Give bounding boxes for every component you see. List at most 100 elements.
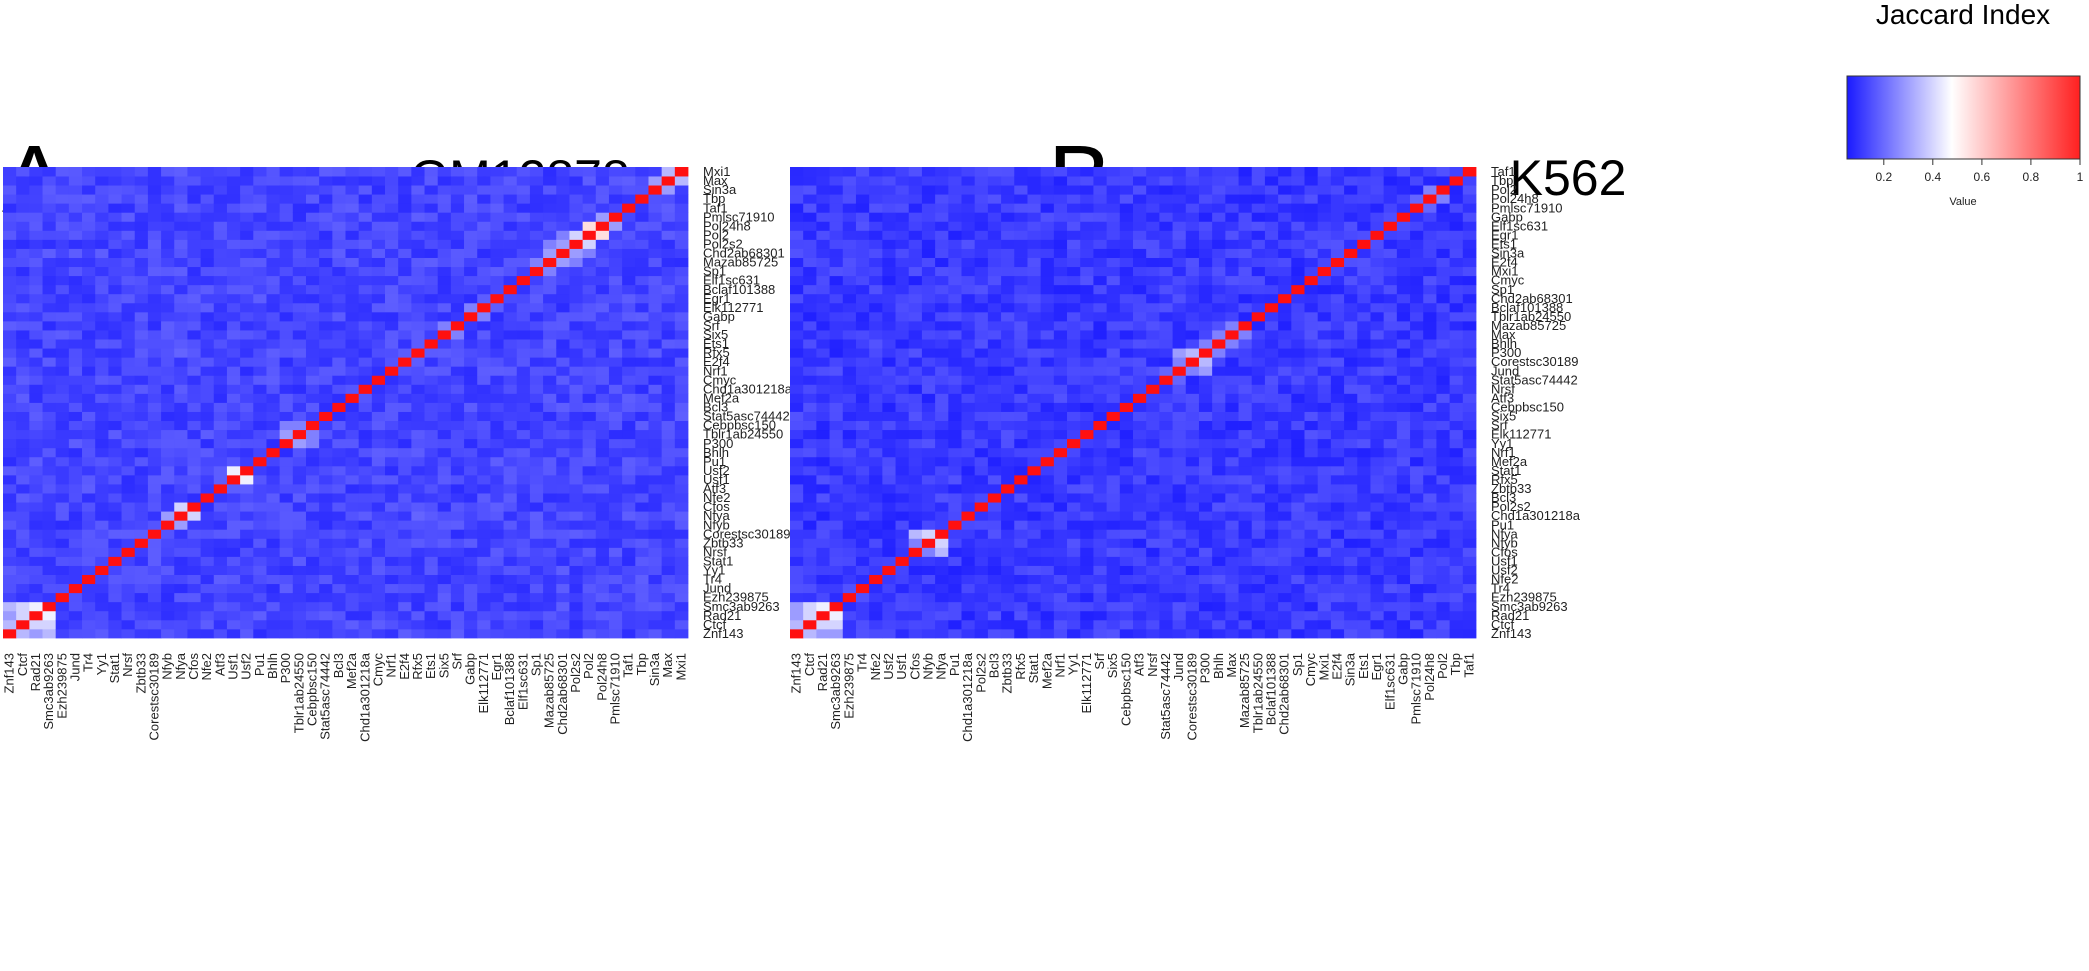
heatmap-cell [437,628,452,639]
heatmap-cell [121,375,136,385]
heatmap-cell [319,538,333,548]
heatmap-cell [477,212,491,222]
heatmap-cell [569,574,584,585]
heatmap-cell [29,221,43,231]
column-label: Taf1 [621,653,636,678]
heatmap-cell [266,293,281,304]
heatmap-cell [292,203,307,213]
heatmap-cell [674,474,689,485]
heatmap-cell [882,438,896,449]
heatmap-cell [161,330,175,340]
heatmap-cell [371,556,386,566]
heatmap-cell [371,221,386,231]
heatmap-cell [948,266,962,277]
heatmap-cell [1291,275,1305,286]
heatmap-cell [187,266,201,277]
heatmap-cell [213,429,228,440]
heatmap-cell [3,357,17,367]
heatmap-cell [1080,484,1094,494]
heatmap-cell [1067,565,1081,575]
heatmap-cell [1040,212,1055,222]
heatmap-cell [608,293,623,304]
heatmap-cell [226,221,241,231]
heatmap-cell [1080,221,1094,231]
heatmap-cell [987,583,1002,594]
heatmap-cell [543,266,557,277]
heatmap-cell [961,221,976,231]
heatmap-cell [1080,239,1094,249]
heatmap-cell [411,610,425,621]
row-label: Elk112771 [703,300,763,315]
heatmap-cell [1159,411,1173,422]
heatmap-cell [556,194,570,204]
heatmap-cell [42,203,57,213]
heatmap-cell [371,311,386,322]
heatmap-cell [490,484,504,494]
heatmap-cell [398,402,412,412]
heatmap-cell [3,275,17,286]
heatmap-cell [1238,493,1253,503]
heatmap-cell [1067,330,1081,340]
heatmap-cell [974,330,989,340]
heatmap-cell [974,447,989,458]
heatmap-cell [450,502,465,512]
heatmap-cell [1067,221,1081,231]
heatmap-cell [411,302,425,313]
heatmap-cell [1067,194,1081,204]
heatmap-cell [948,484,962,494]
heatmap-cell [948,511,962,521]
heatmap-cell [253,484,267,494]
heatmap-cell [371,357,386,367]
heatmap-cell [935,610,949,621]
heatmap-cell [305,393,320,403]
heatmap-cell [556,565,570,575]
heatmap-cell [490,601,504,612]
heatmap-cell [895,366,910,376]
heatmap-cell [213,194,228,204]
heatmap-cell [1185,212,1200,222]
heatmap-cell [371,239,386,249]
heatmap-cell [3,293,17,304]
heatmap-cell [1225,239,1239,249]
heatmap-cell [895,411,910,422]
heatmap-cell [1067,502,1081,512]
heatmap-cell [16,366,30,376]
heatmap-cell [1053,429,1068,440]
heatmap-cell [411,257,425,268]
heatmap-cell [1093,456,1108,467]
heatmap-cell [121,248,136,258]
heatmap-cell [1238,583,1253,594]
heatmap-cell [1067,547,1081,557]
heatmap-cell [622,348,636,358]
heatmap-cell [55,610,70,621]
heatmap-cell [292,239,307,249]
heatmap-cell [121,574,136,585]
heatmap-cell [174,484,188,494]
heatmap-cell [424,357,439,367]
heatmap-cell [1014,366,1028,376]
heatmap-cell [816,547,830,557]
heatmap-cell [1212,167,1226,177]
heatmap-cell [921,493,936,503]
heatmap-cell [1185,474,1200,485]
heatmap-cell [253,601,267,612]
heatmap-cell [1001,167,1015,177]
heatmap-cell [29,393,43,403]
heatmap-cell [948,493,962,503]
heatmap-cell [1264,465,1279,476]
heatmap-cell [974,248,989,258]
heatmap-cell [622,239,636,249]
heatmap-cell [595,311,610,322]
heatmap-cell [1304,375,1319,385]
heatmap-cell [358,357,373,367]
heatmap-cell [622,339,636,349]
heatmap-cell [279,339,294,349]
heatmap-cell [674,330,689,340]
heatmap-cell [1172,167,1187,177]
heatmap-cell [1014,493,1028,503]
heatmap-cell [1133,275,1147,286]
heatmap-cell [987,393,1002,403]
heatmap-cell [240,429,254,440]
heatmap-cell [1159,339,1173,349]
heatmap-cell [987,239,1002,249]
